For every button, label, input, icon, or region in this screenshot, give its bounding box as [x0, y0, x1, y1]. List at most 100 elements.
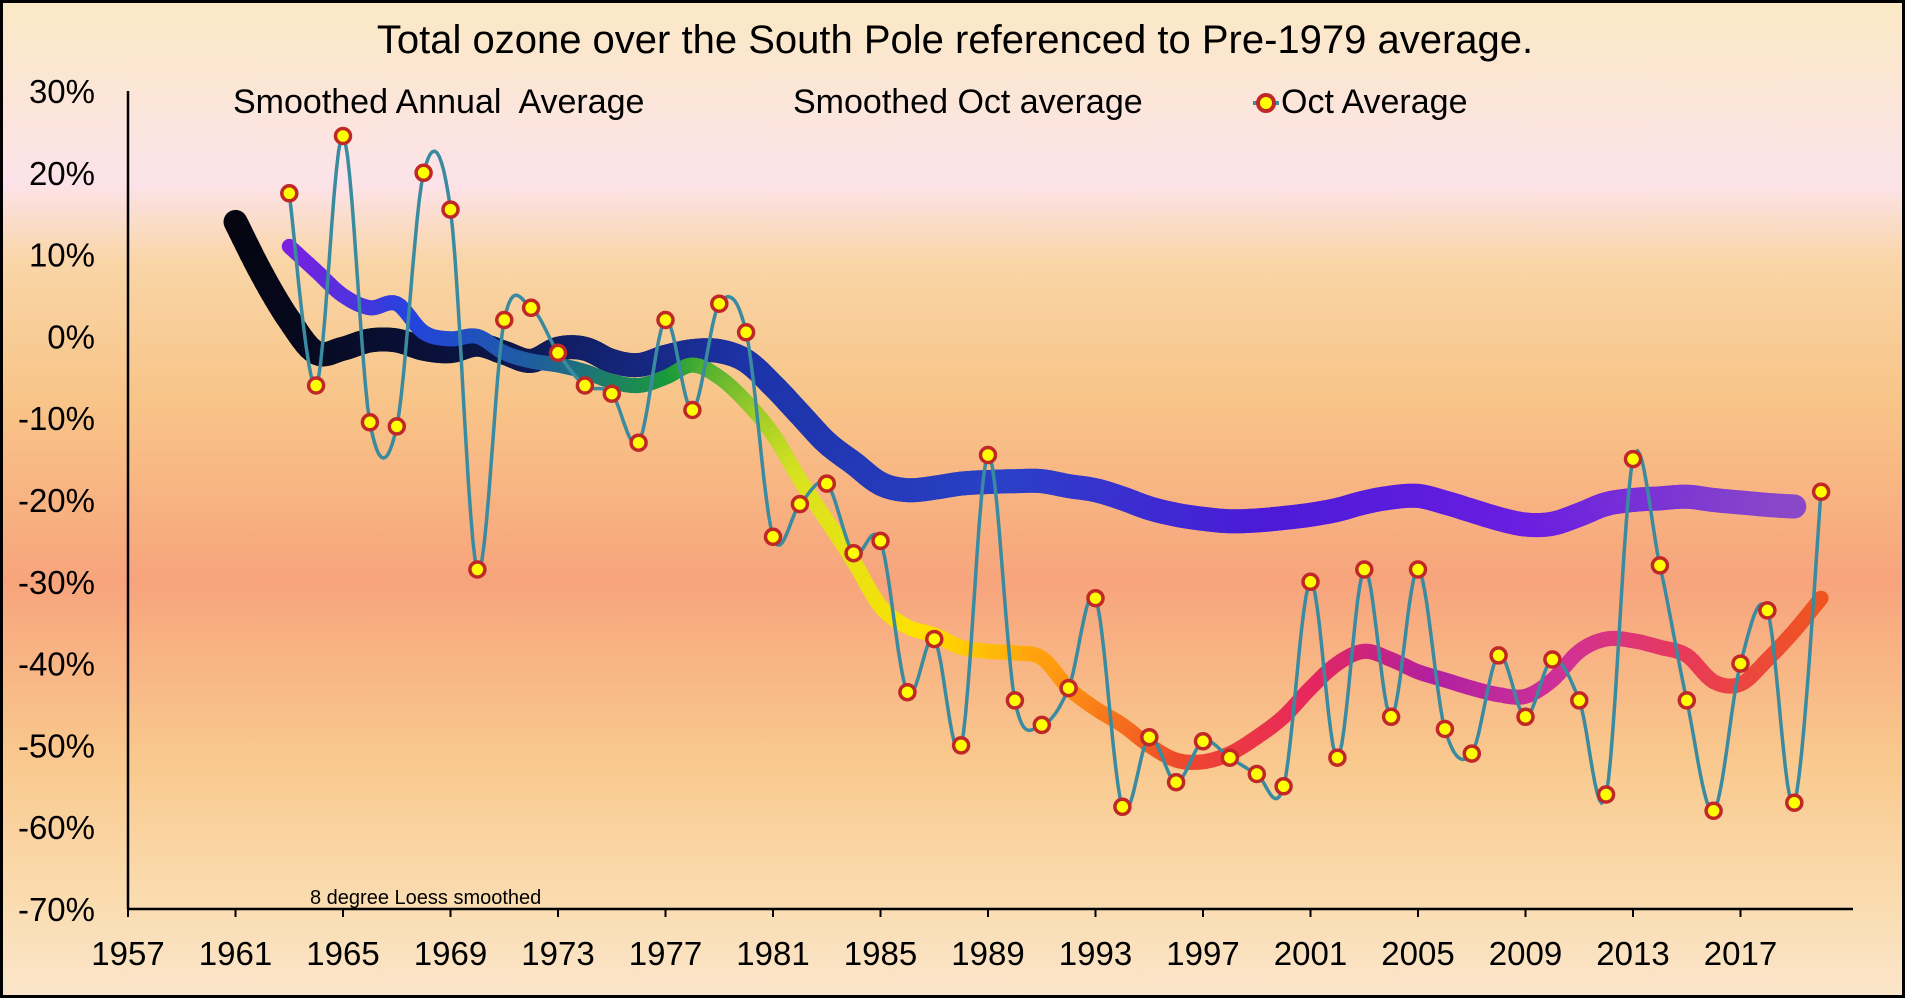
x-tick-label: 2017	[1704, 935, 1777, 972]
chart-title: Total ozone over the South Pole referenc…	[377, 18, 1533, 62]
oct-average-point	[1623, 449, 1643, 469]
oct-average-point	[387, 417, 407, 436]
oct-average-point	[1435, 719, 1455, 739]
oct-average-point	[1704, 801, 1723, 821]
oct-average-point	[1462, 744, 1482, 763]
legend-item-annual: Smoothed Annual Average	[196, 83, 644, 121]
x-tick-label: 1985	[844, 935, 917, 972]
oct-average-point	[1032, 715, 1052, 735]
oct-average-point	[280, 184, 299, 203]
oct-average-point	[360, 413, 380, 432]
oct-average-point	[871, 531, 890, 551]
oct-average-point	[1811, 482, 1831, 502]
oct-average-point	[656, 310, 675, 330]
oct-average-point	[1489, 646, 1508, 665]
oct-average-point	[548, 343, 568, 363]
oct-average-point	[1328, 748, 1347, 767]
y-tick-label: -50%	[18, 727, 95, 764]
x-tick-label: 2001	[1274, 935, 1347, 972]
oct-average-point	[333, 126, 353, 146]
y-tick-label: -70%	[18, 891, 95, 928]
oct-average-point	[978, 445, 998, 465]
x-tick-label: 1965	[306, 935, 379, 972]
oct-average-point	[1247, 764, 1267, 784]
oct-average-point	[1596, 785, 1616, 804]
oct-average-point	[1086, 588, 1105, 608]
y-tick-label: 10%	[29, 237, 95, 274]
oct-average-point	[1113, 797, 1132, 817]
oct-average-point	[1570, 691, 1589, 710]
legend-label-annual: Smoothed Annual Average	[233, 83, 644, 121]
oct-average-point	[1758, 601, 1777, 620]
oct-average-point	[1381, 707, 1401, 727]
oct-average-point	[495, 310, 514, 330]
y-tick-label: 20%	[29, 155, 95, 192]
y-tick-label: -20%	[18, 482, 95, 519]
oct-average-point	[1731, 654, 1750, 673]
oct-average-point	[1408, 560, 1428, 579]
oct-average-point	[441, 200, 460, 219]
x-tick-label: 1981	[736, 935, 809, 972]
oct-average-point	[1650, 556, 1670, 575]
oct-average-point	[1193, 732, 1213, 751]
oct-average-point	[602, 384, 622, 403]
y-tick-label: -10%	[18, 400, 95, 437]
oct-average-point	[1166, 772, 1186, 792]
y-tick-label: 0%	[47, 318, 95, 355]
oct-average-point	[1005, 691, 1025, 710]
oct-average-point	[575, 376, 595, 395]
oct-average-line	[287, 132, 1823, 813]
oct-average-point	[817, 474, 837, 493]
oct-average-point	[736, 323, 756, 342]
x-tick-label: 1973	[521, 935, 594, 972]
x-tick-label: 1989	[951, 935, 1024, 972]
x-tick-label: 1993	[1059, 935, 1132, 972]
legend-swatch-oct-marker	[1256, 93, 1276, 113]
oct-average-point	[468, 560, 487, 579]
x-tick-label: 1961	[199, 935, 272, 972]
oct-average-point	[306, 376, 326, 395]
x-tick-label: 2009	[1489, 935, 1562, 972]
x-tick-label: 2013	[1596, 935, 1669, 972]
chart-legend: Smoothed Annual Average Smoothed Oct ave…	[196, 83, 1468, 121]
legend-label-oct-smoothed: Smoothed Oct average	[793, 83, 1143, 121]
oct-average-point	[1059, 678, 1078, 698]
oct-average-point	[1543, 650, 1562, 669]
oct-average-point	[1301, 572, 1320, 592]
oct-average-point	[1355, 560, 1374, 579]
oct-average-point	[951, 736, 971, 755]
oct-average-point	[1677, 691, 1697, 710]
y-tick-label: -60%	[18, 809, 95, 846]
chart-background	[3, 3, 1902, 995]
y-axis: 30% 20% 10% 0% -10% -20% -30% -40% -50% -60% -70%	[18, 73, 130, 928]
oct-average-point	[925, 629, 944, 649]
oct-average-point	[1785, 793, 1804, 812]
y-tick-label: -40%	[18, 646, 95, 683]
legend-item-oct-smoothed: Smoothed Oct average	[759, 83, 1143, 121]
oct-average-point	[1220, 748, 1240, 767]
oct-average-point	[683, 400, 702, 420]
x-tick-label: 1997	[1166, 935, 1239, 972]
oct-smoothed-line-segment	[1811, 590, 1829, 609]
oct-average-point	[1140, 727, 1159, 747]
oct-average-point	[898, 682, 917, 702]
oct-average-point	[629, 433, 648, 452]
chart-svg: Total ozone over the South Pole referenc…	[3, 3, 1902, 995]
x-tick-label: 2005	[1381, 935, 1454, 972]
legend-item-oct-average: Oct Average	[1253, 83, 1468, 121]
oct-average-point	[1274, 777, 1293, 796]
oct-average-point	[710, 294, 729, 313]
oct-average-point	[521, 298, 541, 318]
series-oct-average	[280, 126, 1831, 821]
x-tick-label: 1957	[91, 935, 164, 972]
loess-annotation: 8 degree Loess smoothed	[310, 887, 541, 909]
y-tick-label: -30%	[18, 564, 95, 601]
y-tick-label: 30%	[29, 73, 95, 110]
x-tick-label: 1969	[414, 935, 487, 972]
x-axis: 1957 1961 1965 1969 1973 1977 1981 1985 1989 1993…	[91, 907, 1853, 972]
oct-average-point	[414, 163, 433, 183]
oct-average-point	[763, 527, 783, 547]
oct-average-point	[1516, 707, 1535, 727]
legend-label-oct-average: Oct Average	[1281, 83, 1468, 121]
